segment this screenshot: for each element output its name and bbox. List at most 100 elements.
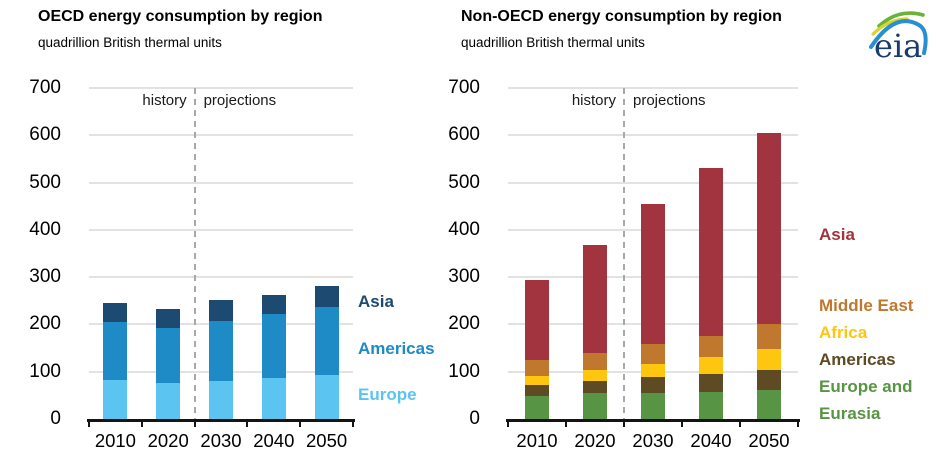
y-axis-tick-label: 300 <box>29 266 61 288</box>
y-axis-tick-label: 0 <box>50 408 61 429</box>
bar-segment <box>699 167 723 336</box>
x-axis-tick <box>140 419 143 427</box>
history-label: history <box>571 92 616 109</box>
legend-label-middle-east: Middle East <box>819 296 914 315</box>
bar-segment <box>525 376 549 385</box>
x-axis-tick-label: 2010 <box>94 430 136 451</box>
bar-segment <box>209 381 233 419</box>
eia-logo-graphic: eia <box>869 11 928 65</box>
y-axis-tick-label: 700 <box>448 77 480 98</box>
legend-label-asia: Asia <box>358 292 394 311</box>
legend-label-africa: Africa <box>819 323 868 342</box>
x-axis-tick <box>739 419 741 427</box>
legend-label-europe: Europe <box>358 385 417 404</box>
bar-segment <box>757 132 781 325</box>
bar-segment <box>583 244 607 353</box>
x-axis-tick <box>565 419 567 427</box>
bar-segment <box>757 324 781 349</box>
bar-segment <box>156 328 181 384</box>
bar-segment <box>525 396 549 419</box>
x-axis-tick-label: 2020 <box>574 430 616 451</box>
bar-segment <box>583 352 607 371</box>
non-oecd-chart-subtitle: quadrillion British thermal units <box>461 35 645 50</box>
gridline <box>508 181 798 184</box>
bar-segment <box>314 286 339 308</box>
x-axis-tick-label: 2040 <box>690 430 732 451</box>
bar-segment <box>641 343 665 364</box>
bar-segment <box>156 383 181 419</box>
y-axis-tick-label: 100 <box>448 360 480 382</box>
y-axis-tick-label: 0 <box>469 408 480 429</box>
y-axis-tick-label: 200 <box>29 313 61 335</box>
bar-segment <box>103 302 128 322</box>
history-projections-divider <box>193 88 196 419</box>
y-axis-tick-label: 300 <box>448 266 480 288</box>
legend-label-americas: Americas <box>819 350 896 369</box>
bar-segment <box>525 359 549 377</box>
x-axis-baseline <box>87 419 355 422</box>
x-axis-tick <box>623 419 625 427</box>
bar-segment <box>525 384 549 397</box>
x-axis-tick-label: 2020 <box>147 430 189 451</box>
oecd-chart-subtitle: quadrillion British thermal units <box>38 35 222 50</box>
bar-segment <box>583 380 607 394</box>
gridline <box>508 134 798 137</box>
bar-segment <box>103 380 128 419</box>
bar-segment <box>583 393 607 419</box>
projections-label: projections <box>633 92 706 109</box>
bar-segment <box>641 203 665 344</box>
x-axis-tick-label: 2050 <box>748 430 790 451</box>
logo-green-swoosh <box>877 11 925 28</box>
y-axis-tick-label: 400 <box>448 218 480 240</box>
y-axis-tick-label: 700 <box>29 77 61 98</box>
gridline <box>89 87 353 89</box>
eia-logo: eia <box>869 6 933 67</box>
gridline <box>89 181 353 184</box>
y-axis-tick-label: 500 <box>448 171 480 193</box>
bar-segment <box>757 349 781 370</box>
x-axis-tick <box>352 419 354 427</box>
bar-segment <box>261 314 286 378</box>
bar-segment <box>699 374 723 393</box>
bar-segment <box>314 375 339 419</box>
bar-segment <box>261 295 286 315</box>
gridline <box>508 87 798 89</box>
bar-segment <box>757 389 781 419</box>
x-axis-tick-label: 2010 <box>516 430 558 451</box>
bar-segment <box>156 309 181 329</box>
bar-segment <box>641 393 665 419</box>
bar-segment <box>209 321 233 382</box>
projections-label: projections <box>203 92 277 109</box>
y-axis-tick-label: 600 <box>448 124 480 146</box>
x-axis-tick <box>681 419 683 427</box>
non-oecd-chart-title: Non-OECD energy consumption by region <box>461 8 782 25</box>
x-axis-tick-label: 2030 <box>200 430 242 451</box>
x-axis-tick <box>88 419 90 427</box>
bar-segment <box>699 392 723 419</box>
x-axis-tick <box>299 419 302 427</box>
gridline <box>89 276 353 279</box>
x-axis-tick-label: 2050 <box>306 430 348 451</box>
bar-segment <box>525 279 549 360</box>
x-axis-tick <box>246 419 249 427</box>
bar-segment <box>314 307 339 375</box>
bar-segment <box>261 377 286 419</box>
x-axis-baseline <box>506 419 800 422</box>
y-axis-tick-label: 400 <box>29 218 61 240</box>
y-axis-tick-label: 100 <box>29 360 61 382</box>
y-axis-tick-label: 500 <box>29 171 61 193</box>
bar-segment <box>757 369 781 390</box>
y-axis-tick-label: 600 <box>29 124 61 146</box>
bar-segment <box>641 363 665 377</box>
x-axis-tick <box>193 419 196 427</box>
legend-label-americas: Americas <box>358 339 435 358</box>
legend-label-europe-and-eurasia: Europe and Eurasia <box>819 377 913 423</box>
gridline <box>89 134 353 137</box>
x-axis-tick <box>797 419 799 427</box>
y-axis-tick-label: 200 <box>448 313 480 335</box>
bar-segment <box>583 370 607 381</box>
logo-blue-swoosh <box>869 19 928 55</box>
gridline <box>89 228 353 231</box>
oecd-chart-title: OECD energy consumption by region <box>38 8 323 25</box>
